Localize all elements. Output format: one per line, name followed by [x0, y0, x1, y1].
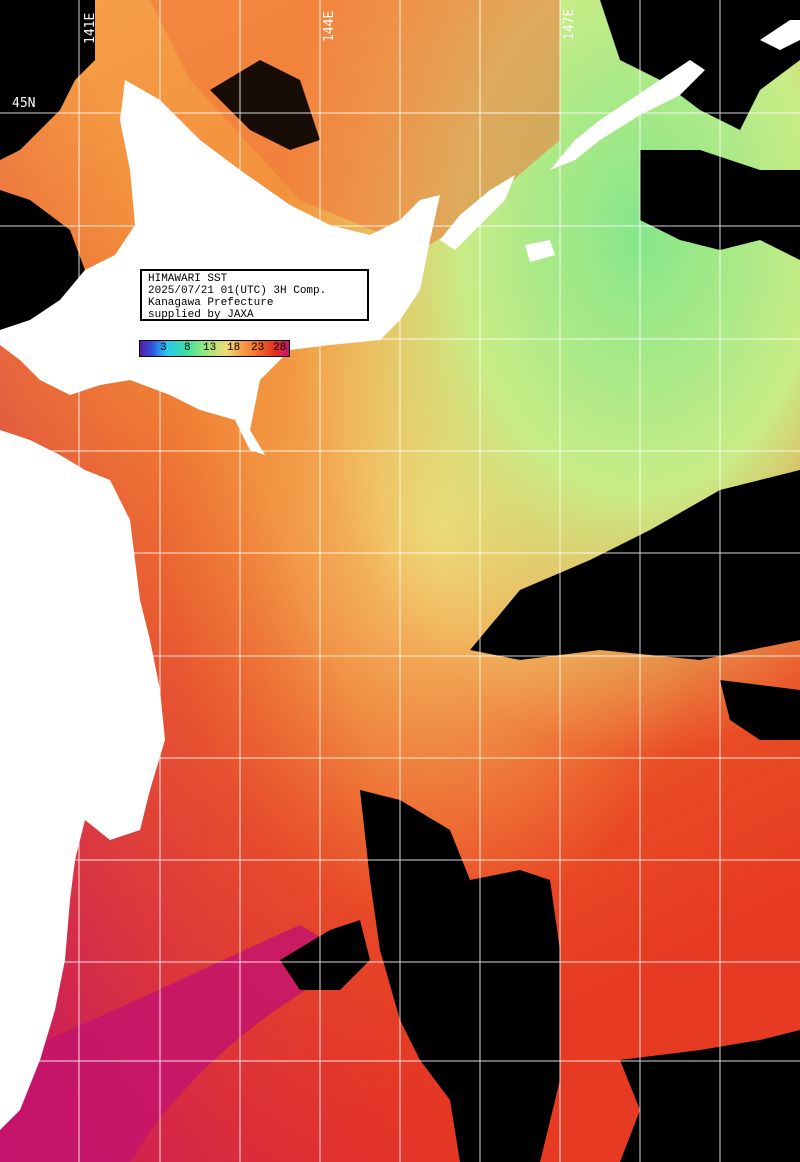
- land-masses: [0, 20, 800, 1130]
- sea-hot-band: [0, 925, 360, 1162]
- lon-label-147e: 147E: [562, 8, 577, 40]
- color-scale-tick-8: 8: [184, 342, 191, 354]
- sea-okhotsk-orange: [150, 0, 560, 250]
- color-scale-gradient: [140, 341, 289, 356]
- info-datetime: 2025/07/21 01(UTC) 3H Comp.: [148, 285, 327, 297]
- info-prefecture: Kanagawa Prefecture: [148, 297, 274, 309]
- info-title: HIMAWARI SST: [148, 273, 228, 285]
- color-scale-tick-3: 3: [160, 342, 167, 354]
- lon-label-144e: 144E: [322, 10, 337, 42]
- color-scale-tick-28: 28: [273, 342, 287, 354]
- info-source: supplied by JAXA: [148, 309, 254, 321]
- lat-label-45n: 45N: [12, 96, 36, 111]
- info-box: HIMAWARI SST 2025/07/21 01(UTC) 3H Comp.…: [140, 269, 369, 321]
- color-scale: 3 8 13 18 23 28: [139, 340, 290, 357]
- color-scale-tick-13: 13: [203, 342, 217, 354]
- lon-label-141e: 141E: [83, 12, 98, 44]
- color-scale-tick-23: 23: [251, 342, 265, 354]
- color-scale-tick-18: 18: [227, 342, 241, 354]
